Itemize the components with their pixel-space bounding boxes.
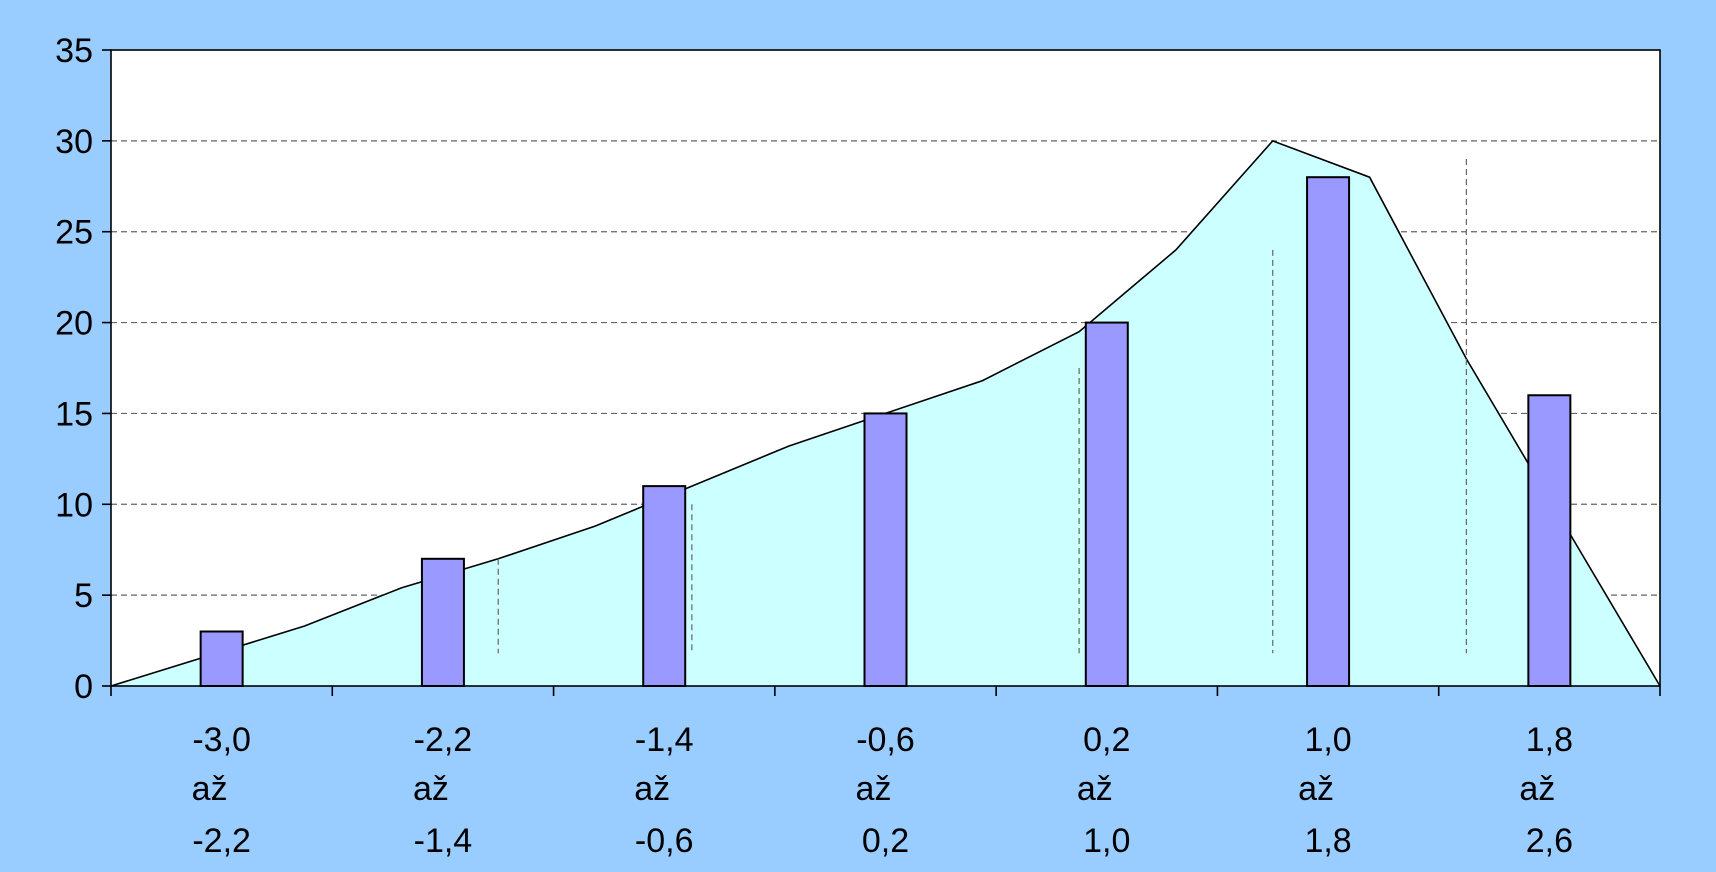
x-tick-label-to: -1,4 [414,822,473,860]
bar [1084,321,1129,687]
x-tick-label-separator: až [856,770,892,808]
x-tick-label-from: -0,6 [856,721,915,759]
y-tick-label: 0 [74,668,93,706]
x-tick-label-from: 1,0 [1304,721,1351,759]
bar [1306,176,1351,687]
x-tick-label-from: 0,2 [1083,721,1130,759]
x-tick-label-separator: až [1519,770,1555,808]
y-tick-label: 25 [55,214,93,252]
x-tick-label-from: -3,0 [192,721,251,759]
bar [1527,394,1572,687]
y-tick-label: 15 [55,395,93,433]
x-tick-label-separator: až [413,770,449,808]
x-tick-label-separator: až [634,770,670,808]
x-tick-label-to: 1,8 [1304,822,1351,860]
bar [642,485,687,687]
x-tick-label-to: 0,2 [862,822,909,860]
bar [863,412,908,687]
x-tick-label-separator: až [1298,770,1334,808]
plot-border [110,49,1661,687]
y-tick-label: 30 [55,123,93,161]
y-tick-label: 10 [55,486,93,524]
bar [199,630,244,688]
y-tick-label: 35 [55,32,93,70]
x-tick-label-to: -0,6 [635,822,694,860]
x-tick-label-to: -2,2 [192,822,251,860]
x-tick-label-separator: až [192,770,228,808]
y-tick-label: 5 [74,577,93,615]
x-tick-label-from: 1,8 [1526,721,1573,759]
x-tick-label-separator: až [1077,770,1113,808]
y-tick-label: 20 [55,305,93,343]
x-tick-label-from: -1,4 [635,721,694,759]
x-tick-label-to: 1,0 [1083,822,1130,860]
x-tick-label-from: -2,2 [414,721,473,759]
x-tick-label-to: 2,6 [1526,822,1573,860]
bar [420,557,465,687]
